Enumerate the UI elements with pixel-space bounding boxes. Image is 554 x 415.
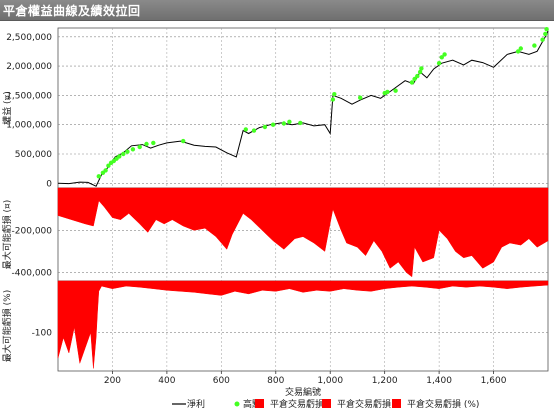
panel-bottom: -100 最大可能虧損 (%) 200 400 600 800 1,000 1,200 1,40… — [1, 280, 549, 398]
equity-high-point — [287, 119, 292, 125]
equity-high-point — [251, 128, 257, 133]
legend-label: 平倉交易虧損 — [270, 398, 324, 410]
equity-high-point — [330, 97, 336, 102]
drawdown-area-series — [57, 280, 549, 369]
y-tick-label: 1,500,000 — [6, 91, 52, 101]
equity-high-point — [96, 174, 102, 179]
equity-high-point — [532, 43, 537, 48]
panel-top: 0 500,000 1,000,000 1,500,000 2,000,000 2,500… — [1, 27, 549, 189]
equity-high-point — [144, 141, 149, 147]
equity-high-point — [385, 89, 390, 95]
equity-high-point — [117, 154, 122, 159]
window-title: 平倉權益曲線及績效拉回 — [3, 4, 141, 18]
x-tick-label: 600 — [213, 376, 230, 386]
equity-high-point — [518, 46, 523, 51]
equity-high-point — [419, 66, 424, 71]
y-tick-label: 0 — [46, 179, 52, 189]
equity-high-point — [243, 127, 248, 132]
x-tick-label: 1,000 — [317, 376, 343, 386]
equity-high-point — [540, 37, 545, 42]
y-tick-label: -100 — [32, 328, 53, 338]
equity-high-point — [262, 124, 268, 130]
legend-label: 淨利 — [187, 398, 205, 410]
y-axis-label: 權益 (¤) — [1, 91, 13, 125]
equity-high-point — [409, 80, 415, 85]
x-tick-label: 1,200 — [372, 376, 398, 386]
y-tick-label: 2,500,000 — [6, 33, 52, 43]
equity-high-point — [298, 120, 303, 126]
plot-area-bottom — [57, 280, 549, 372]
equity-high-point — [181, 138, 186, 144]
equity-high-point — [436, 61, 442, 66]
y-tick-label: 500,000 — [15, 150, 52, 160]
x-axis-label: 交易編號 — [285, 386, 321, 398]
equity-high-point — [393, 88, 398, 93]
x-tick-label: 1,400 — [426, 376, 452, 386]
equity-high-point — [543, 31, 548, 37]
x-tick-label: 400 — [158, 376, 175, 386]
y-tick-label: 2,000,000 — [6, 62, 52, 72]
x-tick-label: 200 — [104, 376, 121, 386]
y-axis-label: 最大可能虧損 (%) — [1, 290, 13, 362]
legend: 淨利 高點 平倉交易虧損 平倉交易虧損 平倉交易虧損 (%) — [172, 398, 479, 410]
equity-high-point — [332, 92, 337, 97]
legend-label: 平倉交易虧損 — [337, 398, 391, 410]
equity-high-point — [439, 55, 444, 60]
equity-high-point — [515, 49, 521, 54]
equity-high-point — [137, 144, 142, 150]
legend-swatch-box — [255, 399, 264, 408]
equity-high-point — [412, 76, 417, 82]
equity-high-point — [442, 52, 447, 57]
y-axis-label: 最大可能虧損 (¤) — [1, 200, 13, 270]
equity-high-point — [281, 121, 287, 126]
equity-high-point — [544, 27, 549, 32]
y-tick-label: -200,000 — [12, 226, 53, 236]
x-tick-label: 1,600 — [481, 376, 507, 386]
x-tick-label: 800 — [267, 376, 284, 386]
equity-high-point — [270, 122, 276, 127]
equity-high-point — [106, 163, 111, 168]
legend-swatch-dot — [234, 401, 240, 407]
plot-area-top — [57, 27, 549, 189]
equity-high-point — [358, 95, 363, 100]
legend-label: 平倉交易虧損 (%) — [407, 398, 479, 410]
legend-swatch-box — [322, 399, 331, 408]
equity-high-point — [103, 168, 108, 173]
y-tick-label: 1,000,000 — [6, 121, 52, 131]
equity-high-point — [417, 69, 423, 75]
legend-swatch-box — [392, 399, 401, 408]
equity-line-series — [57, 30, 549, 187]
equity-high-point — [121, 151, 126, 157]
window-titlebar: 平倉權益曲線及績效拉回 — [0, 0, 554, 21]
equity-high-point — [130, 147, 136, 152]
y-tick-label: -400,000 — [12, 269, 53, 279]
equity-high-point — [125, 149, 130, 154]
equity-high-point — [415, 73, 420, 79]
drawdown-area-series — [57, 187, 549, 278]
equity-high-point — [151, 140, 156, 146]
